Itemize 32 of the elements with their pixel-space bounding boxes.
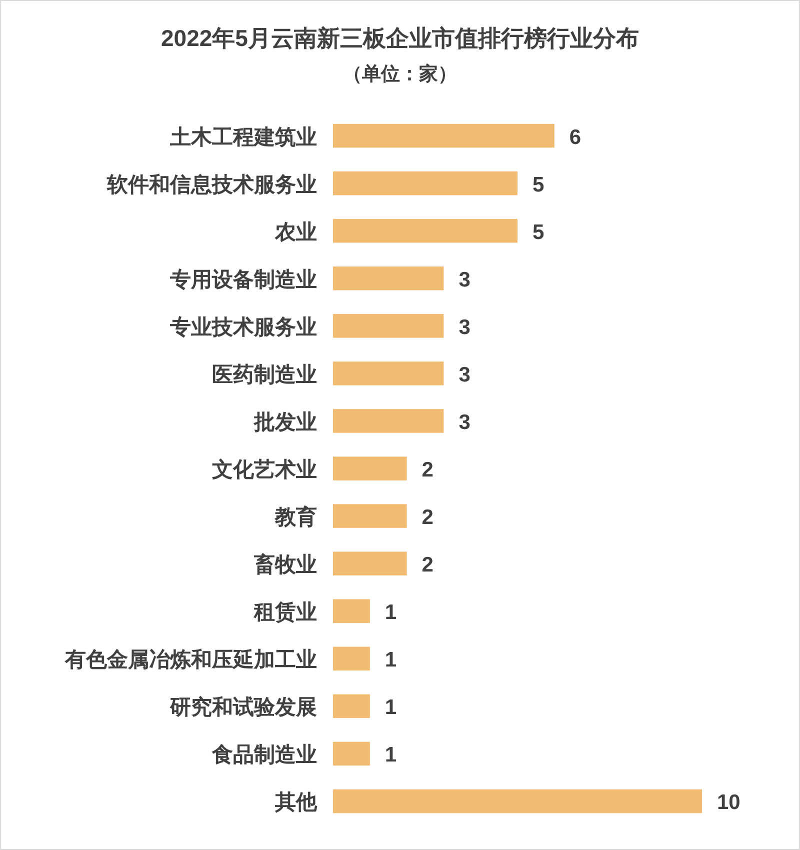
data-label: 1 xyxy=(384,648,397,672)
data-label: 5 xyxy=(532,220,544,244)
category-label: 文化艺术业 xyxy=(212,458,317,482)
data-label: 3 xyxy=(458,363,470,386)
category-label: 专用设备制造业 xyxy=(170,268,317,292)
category-label: 医药制造业 xyxy=(212,363,317,386)
category-label: 专业技术服务业 xyxy=(170,316,317,339)
category-label: 租赁业 xyxy=(254,601,317,624)
category-label: 教育 xyxy=(275,506,317,530)
data-label: 3 xyxy=(458,316,470,339)
category-label: 农业 xyxy=(275,220,317,244)
data-label: 1 xyxy=(384,696,397,720)
data-label: 6 xyxy=(569,126,582,149)
category-label: 土木工程建筑业 xyxy=(170,126,317,149)
title: 2022年5月云南新三板企业市值排行榜行业分布 xyxy=(161,25,639,51)
data-label: 1 xyxy=(384,601,397,624)
category-label: 食品制造业 xyxy=(212,744,317,767)
category-label: 其他 xyxy=(275,791,317,814)
data-label: 2 xyxy=(422,554,434,577)
data-label: 1 xyxy=(384,744,397,767)
data-label: 5 xyxy=(532,173,544,196)
subtitle: （单位：家） xyxy=(343,64,457,85)
data-label: 3 xyxy=(458,268,470,292)
data-label: 2 xyxy=(422,506,434,530)
data-label: 2 xyxy=(422,458,434,482)
category-label: 软件和信息技术服务业 xyxy=(107,173,317,196)
category-label: 畜牧业 xyxy=(254,554,317,577)
category-label: 研究和试验发展 xyxy=(170,696,317,720)
category-label: 批发业 xyxy=(254,410,317,434)
data-label: 10 xyxy=(717,791,740,814)
data-label: 3 xyxy=(458,410,470,434)
category-label: 有色金属冶炼和压延加工业 xyxy=(65,648,317,672)
